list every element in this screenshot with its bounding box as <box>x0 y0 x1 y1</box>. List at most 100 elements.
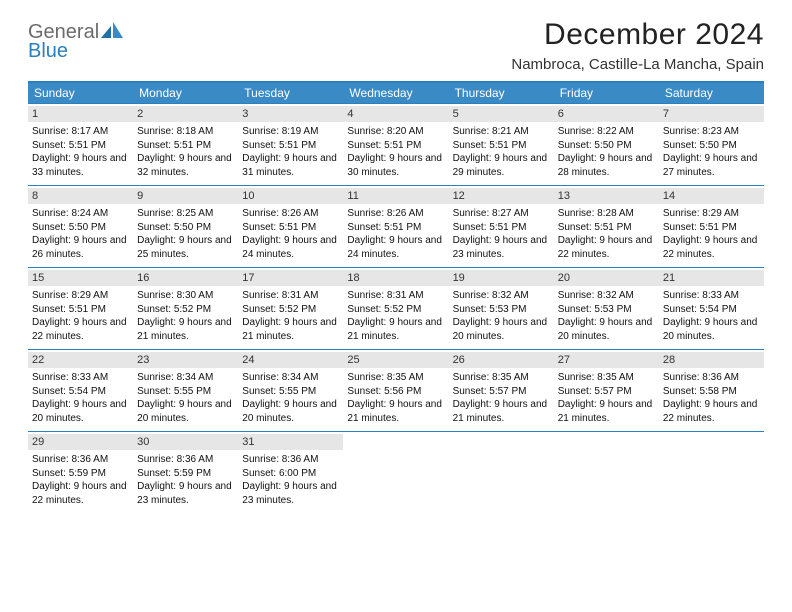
sunset-line: Sunset: 5:50 PM <box>137 221 234 235</box>
daylight-line: Daylight: 9 hours and 22 minutes. <box>558 234 655 261</box>
day-cell: 4Sunrise: 8:20 AMSunset: 5:51 PMDaylight… <box>343 104 448 185</box>
day-header: Tuesday <box>238 83 343 103</box>
sunrise-line: Sunrise: 8:32 AM <box>453 289 550 303</box>
daylight-line: Daylight: 9 hours and 28 minutes. <box>558 152 655 179</box>
sunset-line: Sunset: 5:50 PM <box>558 139 655 153</box>
daylight-line: Daylight: 9 hours and 22 minutes. <box>663 234 760 261</box>
sun-info: Sunrise: 8:29 AMSunset: 5:51 PMDaylight:… <box>32 289 129 343</box>
date-number: 6 <box>554 106 659 122</box>
sunset-line: Sunset: 5:56 PM <box>347 385 444 399</box>
sunset-line: Sunset: 5:54 PM <box>663 303 760 317</box>
day-cell <box>659 432 764 513</box>
daylight-line: Daylight: 9 hours and 22 minutes. <box>32 480 129 507</box>
daylight-line: Daylight: 9 hours and 24 minutes. <box>242 234 339 261</box>
sun-info: Sunrise: 8:22 AMSunset: 5:50 PMDaylight:… <box>558 125 655 179</box>
sunrise-line: Sunrise: 8:21 AM <box>453 125 550 139</box>
brand-logo: General Blue <box>28 18 123 61</box>
sunrise-line: Sunrise: 8:28 AM <box>558 207 655 221</box>
day-cell: 7Sunrise: 8:23 AMSunset: 5:50 PMDaylight… <box>659 104 764 185</box>
date-number: 15 <box>28 270 133 286</box>
day-cell: 1Sunrise: 8:17 AMSunset: 5:51 PMDaylight… <box>28 104 133 185</box>
sun-info: Sunrise: 8:33 AMSunset: 5:54 PMDaylight:… <box>32 371 129 425</box>
sun-info: Sunrise: 8:24 AMSunset: 5:50 PMDaylight:… <box>32 207 129 261</box>
logo-sail-icon <box>101 22 123 43</box>
week-row: 8Sunrise: 8:24 AMSunset: 5:50 PMDaylight… <box>28 185 764 267</box>
sun-info: Sunrise: 8:30 AMSunset: 5:52 PMDaylight:… <box>137 289 234 343</box>
date-number: 20 <box>554 270 659 286</box>
daylight-line: Daylight: 9 hours and 21 minutes. <box>347 316 444 343</box>
date-number: 3 <box>238 106 343 122</box>
sunset-line: Sunset: 5:58 PM <box>663 385 760 399</box>
logo-text-block: General Blue <box>28 22 123 61</box>
day-cell: 18 Sunrise: 8:31 AMSunset: 5:52 PMDayligh… <box>343 268 448 349</box>
sun-info: Sunrise: 8:25 AMSunset: 5:50 PMDaylight:… <box>137 207 234 261</box>
day-header: Wednesday <box>343 83 448 103</box>
sun-info: Sunrise: 8:31 AMSunset: 5:52 PMDaylight:… <box>347 289 444 343</box>
sunset-line: Sunset: 5:51 PM <box>663 221 760 235</box>
date-number: 13 <box>554 188 659 204</box>
date-number: 28 <box>659 352 764 368</box>
daylight-line: Daylight: 9 hours and 21 minutes. <box>347 398 444 425</box>
sunrise-line: Sunrise: 8:36 AM <box>32 453 129 467</box>
sunset-line: Sunset: 5:51 PM <box>242 139 339 153</box>
daylight-line: Daylight: 9 hours and 25 minutes. <box>137 234 234 261</box>
day-cell: 24 Sunrise: 8:34 AMSunset: 5:55 PMDayligh… <box>238 350 343 431</box>
day-cell: 11Sunrise: 8:26 AMSunset: 5:51 PMDayligh… <box>343 186 448 267</box>
day-cell <box>343 432 448 513</box>
sunset-line: Sunset: 5:52 PM <box>242 303 339 317</box>
day-cell: 23Sunrise: 8:34 AMSunset: 5:55 PMDayligh… <box>133 350 238 431</box>
sunrise-line: Sunrise: 8:36 AM <box>242 453 339 467</box>
date-number: 18 <box>343 270 448 286</box>
sun-info: Sunrise: 8:35 AMSunset: 5:57 PMDaylight:… <box>558 371 655 425</box>
daylight-line: Daylight: 9 hours and 20 minutes. <box>453 316 550 343</box>
sunset-line: Sunset: 6:00 PM <box>242 467 339 481</box>
sunset-line: Sunset: 5:51 PM <box>347 139 444 153</box>
sun-info: Sunrise: 8:32 AMSunset: 5:53 PMDaylight:… <box>453 289 550 343</box>
sun-info: Sunrise: 8:18 AMSunset: 5:51 PMDaylight:… <box>137 125 234 179</box>
date-number: 31 <box>238 434 343 450</box>
day-cell: 9 Sunrise: 8:25 AMSunset: 5:50 PMDaylight… <box>133 186 238 267</box>
day-cell: 27Sunrise: 8:35 AMSunset: 5:57 PMDayligh… <box>554 350 659 431</box>
sunset-line: Sunset: 5:55 PM <box>137 385 234 399</box>
day-cell: 15 Sunrise: 8:29 AMSunset: 5:51 PMDayligh… <box>28 268 133 349</box>
daylight-line: Daylight: 9 hours and 30 minutes. <box>347 152 444 179</box>
date-number: 24 <box>238 352 343 368</box>
day-header: Thursday <box>449 83 554 103</box>
sunrise-line: Sunrise: 8:18 AM <box>137 125 234 139</box>
sunset-line: Sunset: 5:54 PM <box>32 385 129 399</box>
daylight-line: Daylight: 9 hours and 22 minutes. <box>32 316 129 343</box>
daylight-line: Daylight: 9 hours and 20 minutes. <box>558 316 655 343</box>
sunrise-line: Sunrise: 8:34 AM <box>242 371 339 385</box>
daylight-line: Daylight: 9 hours and 32 minutes. <box>137 152 234 179</box>
sun-info: Sunrise: 8:35 AMSunset: 5:56 PMDaylight:… <box>347 371 444 425</box>
sunset-line: Sunset: 5:51 PM <box>32 139 129 153</box>
sunrise-line: Sunrise: 8:25 AM <box>137 207 234 221</box>
sun-info: Sunrise: 8:34 AMSunset: 5:55 PMDaylight:… <box>242 371 339 425</box>
daylight-line: Daylight: 9 hours and 20 minutes. <box>32 398 129 425</box>
date-number: 30 <box>133 434 238 450</box>
logo-line2: Blue <box>28 41 123 61</box>
sunrise-line: Sunrise: 8:17 AM <box>32 125 129 139</box>
daylight-line: Daylight: 9 hours and 20 minutes. <box>242 398 339 425</box>
sunrise-line: Sunrise: 8:29 AM <box>663 207 760 221</box>
daylight-line: Daylight: 9 hours and 29 minutes. <box>453 152 550 179</box>
sunrise-line: Sunrise: 8:31 AM <box>347 289 444 303</box>
date-number: 29 <box>28 434 133 450</box>
day-cell: 29 Sunrise: 8:36 AMSunset: 5:59 PMDayligh… <box>28 432 133 513</box>
date-number: 9 <box>133 188 238 204</box>
sunset-line: Sunset: 5:51 PM <box>453 221 550 235</box>
sun-info: Sunrise: 8:36 AMSunset: 5:58 PMDaylight:… <box>663 371 760 425</box>
sun-info: Sunrise: 8:36 AMSunset: 5:59 PMDaylight:… <box>137 453 234 507</box>
day-cell: 26Sunrise: 8:35 AMSunset: 5:57 PMDayligh… <box>449 350 554 431</box>
sunset-line: Sunset: 5:51 PM <box>32 303 129 317</box>
day-cell: 21Sunrise: 8:33 AMSunset: 5:54 PMDayligh… <box>659 268 764 349</box>
sunset-line: Sunset: 5:59 PM <box>32 467 129 481</box>
sunset-line: Sunset: 5:50 PM <box>663 139 760 153</box>
day-cell: 19Sunrise: 8:32 AMSunset: 5:53 PMDayligh… <box>449 268 554 349</box>
sunset-line: Sunset: 5:57 PM <box>453 385 550 399</box>
sun-info: Sunrise: 8:33 AMSunset: 5:54 PMDaylight:… <box>663 289 760 343</box>
daylight-line: Daylight: 9 hours and 26 minutes. <box>32 234 129 261</box>
date-number: 7 <box>659 106 764 122</box>
sun-info: Sunrise: 8:36 AMSunset: 5:59 PMDaylight:… <box>32 453 129 507</box>
sunrise-line: Sunrise: 8:32 AM <box>558 289 655 303</box>
